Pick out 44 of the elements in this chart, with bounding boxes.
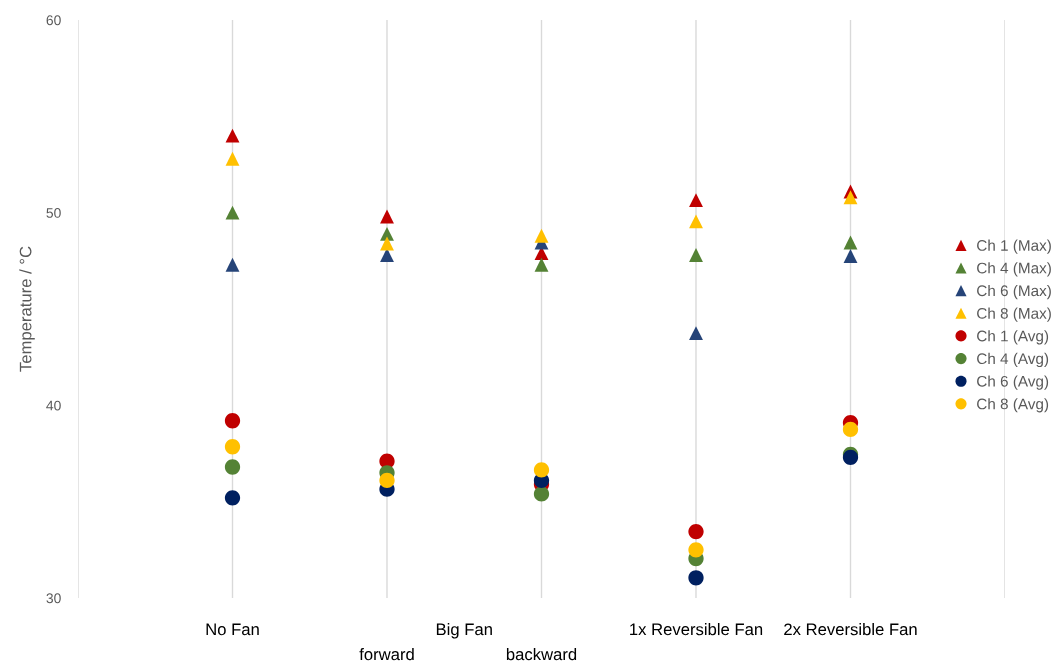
y-tick-label: 40 xyxy=(46,400,61,411)
point xyxy=(224,439,241,455)
point xyxy=(843,249,858,263)
x-tick-label: 2x Reversible Fan xyxy=(784,623,917,636)
point xyxy=(224,459,241,475)
point xyxy=(533,486,550,502)
legend-label: Ch 8 (Max) xyxy=(977,307,1051,322)
point xyxy=(534,257,549,272)
point xyxy=(224,413,241,429)
point xyxy=(689,193,703,208)
legend-label: Ch 4 (Max) xyxy=(977,262,1051,277)
legend-label: Ch 6 (Avg) xyxy=(977,375,1049,390)
legend-label: Ch 8 (Avg) xyxy=(977,398,1049,413)
point xyxy=(380,248,394,262)
point xyxy=(380,226,394,241)
x-tick-label: backward xyxy=(506,648,577,661)
point xyxy=(689,214,703,229)
point xyxy=(225,257,240,272)
point xyxy=(688,523,704,540)
x-tick-label: 1x Reversible Fan xyxy=(630,623,763,636)
point xyxy=(224,490,241,506)
point xyxy=(379,472,395,489)
point xyxy=(689,326,703,341)
point xyxy=(688,570,704,586)
point xyxy=(689,248,703,262)
point xyxy=(534,228,549,243)
y-tick-label: 60 xyxy=(46,15,61,26)
point xyxy=(225,151,240,166)
text: Big Fan xyxy=(436,623,492,639)
x-tick-label: forward xyxy=(359,648,414,661)
point xyxy=(225,205,240,220)
y-tick-label: 50 xyxy=(46,208,61,218)
legend-label: Ch 1 (Max) xyxy=(977,239,1051,254)
point xyxy=(688,542,704,558)
point xyxy=(533,462,550,478)
point xyxy=(225,128,240,143)
point xyxy=(843,190,858,205)
x-tick-label: No Fan xyxy=(206,623,259,636)
legend-label: Ch 1 (Avg) xyxy=(977,330,1049,345)
legend-label: Ch 6 (Max) xyxy=(977,284,1051,300)
y-tick-label: 30 xyxy=(46,593,61,604)
legend-label: Ch 4 (Avg) xyxy=(977,352,1049,368)
y-axis-title: Temperature / °C xyxy=(19,246,35,372)
point xyxy=(842,421,859,438)
